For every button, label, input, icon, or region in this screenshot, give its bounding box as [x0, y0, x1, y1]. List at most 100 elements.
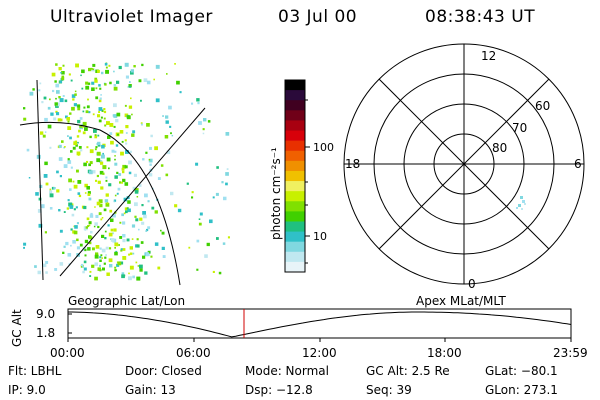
aurora-pixel	[83, 267, 87, 271]
aurora-pixel	[196, 239, 200, 243]
aurora-pixel	[112, 232, 114, 235]
aurora-pixel	[135, 261, 138, 264]
aurora-pixel	[67, 158, 70, 161]
aurora-pixel	[100, 161, 104, 165]
aurora-pixel	[150, 134, 153, 138]
aurora-pixel	[92, 247, 95, 251]
aurora-pixel	[73, 208, 76, 211]
aurora-pixel	[89, 161, 93, 165]
aurora-pixel	[84, 183, 88, 188]
aurora-pixel	[72, 180, 75, 183]
aurora-pixel	[51, 72, 56, 77]
aurora-pixel	[124, 113, 129, 118]
aurora-pixel	[76, 222, 79, 225]
aurora-pixel	[109, 132, 113, 135]
aurora-pixel	[97, 180, 101, 184]
aurora-pixel	[23, 246, 25, 249]
aurora-pixel	[81, 69, 85, 74]
aurora-pixel	[103, 208, 107, 212]
aurora-pixel	[139, 268, 143, 272]
aurora-pixel	[85, 110, 89, 114]
dsp-info: Dsp: −12.8	[245, 383, 313, 397]
aurora-pixel	[112, 114, 116, 117]
colorbar-segment	[285, 140, 305, 152]
geographic-caption: Geographic Lat/Lon	[68, 294, 185, 308]
aurora-pixel	[112, 213, 116, 218]
aurora-pixel	[109, 209, 113, 213]
aurora-pixel	[75, 206, 78, 209]
aurora-pixel	[69, 188, 72, 191]
aurora-pixel	[75, 63, 79, 68]
aurora-pixel	[117, 187, 121, 191]
aurora-pixel	[120, 249, 123, 252]
aurora-pixel	[126, 115, 131, 120]
aurora-pixel	[121, 167, 125, 171]
aurora-pixel	[106, 121, 110, 125]
aurora-pixel	[130, 70, 134, 75]
colorbar-segment	[285, 221, 305, 233]
aurora-pixel	[82, 266, 84, 268]
aurora-pixel	[122, 164, 126, 169]
aurora-pixel	[76, 238, 79, 242]
aurora-pixel	[145, 230, 148, 232]
aurora-pixel	[101, 217, 104, 219]
lat-label-80: 80	[492, 141, 507, 155]
aurora-pixel	[133, 65, 136, 68]
aurora-pixel	[79, 243, 83, 247]
aurora-pixel	[101, 144, 105, 149]
aurora-pixel	[102, 165, 107, 170]
colorbar-segment	[285, 261, 305, 273]
aurora-pixel	[110, 218, 114, 222]
alt-xtick-0600: 06:00	[176, 346, 211, 360]
aurora-pixel	[72, 146, 76, 150]
aurora-pixel	[122, 239, 126, 243]
aurora-pixel	[88, 170, 93, 175]
aurora-pixel	[125, 125, 129, 129]
aurora-pixel	[109, 264, 113, 268]
aurora-pixel	[128, 253, 131, 256]
meridian-line	[36, 79, 44, 281]
aurora-pixel	[84, 192, 87, 194]
aurora-pixel	[80, 149, 83, 152]
aurora-pixel	[88, 163, 91, 167]
aurora-pixel	[59, 98, 64, 103]
aurora-pixel	[49, 98, 51, 101]
aurora-pixel	[92, 68, 94, 71]
aurora-pixel	[137, 265, 140, 267]
aurora-pixel	[114, 266, 117, 269]
aurora-pixel	[117, 133, 119, 136]
aurora-pixel	[69, 112, 72, 115]
aurora-pixel	[124, 62, 129, 67]
aurora-pixel	[53, 187, 56, 190]
aurora-pixel	[53, 117, 57, 121]
aurora-pixel	[119, 181, 122, 184]
glat-info: GLat: −80.1	[485, 364, 558, 378]
latitude-circle	[19, 121, 181, 286]
aurora-pixel	[68, 202, 73, 207]
aurora-pixel	[155, 98, 160, 103]
aurora-pixel	[61, 140, 64, 143]
aurora-pixel	[138, 79, 142, 83]
aurora-pixel	[141, 221, 145, 225]
aurora-pixel	[121, 181, 123, 184]
aurora-pixel	[125, 75, 129, 79]
aurora-pixel	[216, 237, 219, 240]
aurora-pixel	[76, 246, 80, 250]
aurora-pixel	[127, 208, 131, 213]
aurora-pixel	[120, 248, 123, 251]
aurora-pixel	[186, 182, 189, 185]
aurora-pixel	[113, 70, 115, 73]
aurora-pixel	[114, 158, 116, 161]
aurora-pixel	[77, 119, 81, 124]
aurora-pixel	[89, 135, 92, 139]
aurora-pixel	[188, 246, 191, 249]
aurora-pixel	[94, 77, 98, 81]
aurora-pixel	[98, 111, 100, 113]
aurora-pixel	[103, 108, 106, 111]
aurora-pixel	[104, 256, 107, 259]
polar-aurora-patch	[516, 196, 526, 210]
mlt-label-0: 0	[468, 277, 476, 291]
aurora-pixel	[124, 165, 128, 169]
aurora-pixel	[39, 184, 43, 188]
